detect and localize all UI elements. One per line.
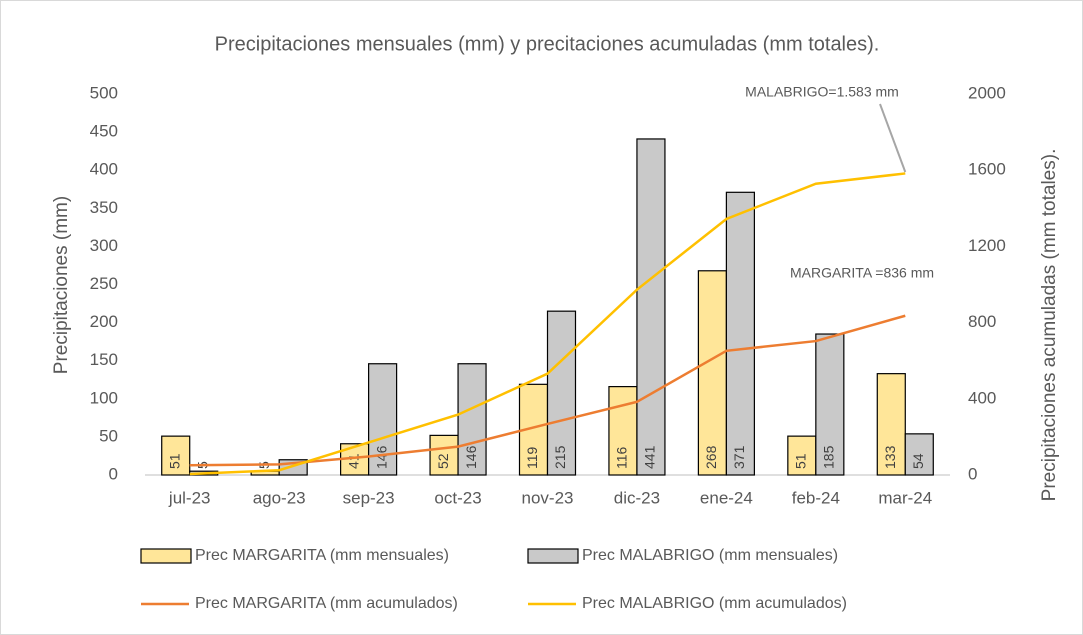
data-label: 185: [821, 445, 837, 469]
y-tick-label: 350: [90, 198, 118, 217]
y-tick-label: 450: [90, 122, 118, 141]
chart-title: Precipitaciones mensuales (mm) y precita…: [215, 33, 880, 55]
annotation: MARGARITA =836 mm: [790, 265, 934, 281]
legend-label: Prec MALABRIGO (mm acumulados): [582, 595, 847, 612]
x-tick-label: oct-23: [434, 488, 481, 507]
data-label: 119: [524, 446, 540, 469]
legend-swatch: [140, 548, 192, 564]
data-label: 116: [614, 446, 630, 469]
y2-tick-label: 400: [968, 388, 996, 407]
data-label: 52: [435, 453, 451, 469]
y-tick-label: 400: [90, 160, 118, 179]
annotation-leader: [879, 103, 907, 173]
data-label: 41: [345, 453, 361, 469]
x-tick-label: jul-23: [168, 488, 211, 507]
bar: [546, 310, 577, 476]
bar: [457, 363, 487, 476]
data-label: 54: [910, 453, 926, 469]
x-tick-label: nov-23: [522, 488, 574, 507]
bar: [161, 435, 191, 476]
bar: [608, 386, 638, 476]
x-tick-label: feb-24: [792, 488, 840, 507]
bar: [725, 191, 755, 476]
data-label: 215: [552, 445, 568, 469]
x-tick-label: mar-24: [878, 488, 932, 507]
data-label: 268: [703, 445, 719, 469]
y-axis-label: Precipitaciones (mm): [51, 196, 72, 374]
bar: [697, 270, 727, 476]
line: [189, 172, 906, 476]
y2-tick-label: 1600: [968, 160, 1006, 179]
y-tick-label: 0: [109, 464, 118, 483]
y2-tick-label: 800: [968, 312, 996, 331]
bar: [636, 138, 666, 476]
bar: [876, 373, 906, 476]
y-tick-label: 500: [90, 83, 118, 102]
y-tick-label: 200: [90, 312, 118, 331]
y-tick-label: 150: [90, 350, 118, 369]
data-label: 146: [373, 445, 389, 469]
data-label: 51: [166, 453, 182, 469]
y2-tick-label: 2000: [968, 83, 1006, 102]
x-tick-label: ene-24: [700, 488, 753, 507]
y-tick-label: 250: [90, 274, 118, 293]
data-label: 371: [731, 445, 747, 469]
x-tick-label: dic-23: [614, 488, 660, 507]
y-tick-label: 300: [90, 236, 118, 255]
x-tick-label: sep-23: [343, 488, 395, 507]
data-label: 133: [882, 445, 898, 469]
legend-label: Prec MALABRIGO (mm mensuales): [582, 547, 838, 564]
y2-tick-label: 0: [968, 464, 977, 483]
legend-label: Prec MARGARITA (mm acumulados): [195, 595, 458, 612]
legend-label: Prec MARGARITA (mm mensuales): [195, 547, 449, 564]
bar: [429, 434, 459, 476]
bar: [904, 433, 934, 476]
data-label: 51: [793, 453, 809, 469]
y-tick-label: 50: [99, 426, 118, 445]
legend-swatch: [527, 548, 579, 564]
y-tick-label: 100: [90, 388, 118, 407]
y2-axis-label: Precipitaciones acumuladas (mm totales).: [1039, 149, 1060, 502]
data-label: 441: [642, 445, 658, 469]
bar: [815, 333, 845, 476]
x-tick-label: ago-23: [253, 488, 306, 507]
y2-tick-label: 1200: [968, 236, 1006, 255]
bar: [787, 435, 817, 476]
data-label: 146: [463, 445, 479, 469]
annotation: MALABRIGO=1.583 mm: [745, 84, 899, 100]
